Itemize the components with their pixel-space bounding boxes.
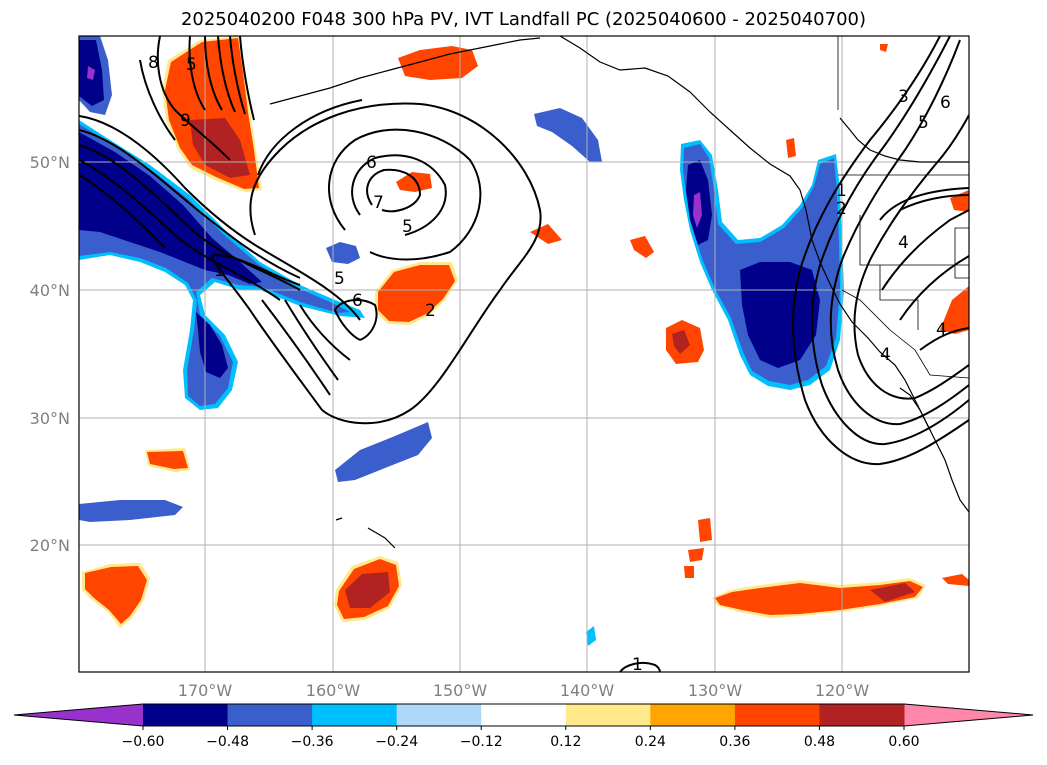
gridlines — [79, 36, 969, 672]
colorbar-extension-min — [14, 704, 143, 726]
contour-label: 5 — [334, 269, 345, 289]
contour-label: 5 — [918, 113, 929, 133]
contour-label: 9 — [180, 111, 191, 131]
colorbar-tick-label: 0.48 — [804, 734, 835, 750]
colorbar — [13, 703, 1034, 727]
colorbar-tick-label: −0.12 — [460, 734, 503, 750]
contour-labels: 8 5 9 6 7 5 1 5 6 2 3 5 6 1 2 4 4 4 1 — [148, 53, 951, 675]
lon-label: 130°W — [688, 681, 743, 700]
colorbar-extension-max — [904, 704, 1033, 726]
contour-label: 4 — [880, 345, 891, 365]
colorbar-segment — [819, 704, 905, 726]
contour-label: 1 — [214, 261, 225, 281]
contour-label: 2 — [836, 199, 847, 219]
contour-label: 8 — [148, 53, 159, 73]
coastlines — [269, 36, 969, 549]
contour-label: 6 — [366, 153, 377, 173]
lon-label: 170°W — [178, 681, 233, 700]
colorbar-tick-label: 0.60 — [888, 734, 919, 750]
lat-label: 20°N — [30, 536, 70, 555]
colorbar-segment — [734, 704, 820, 726]
contour-label: 4 — [898, 233, 909, 253]
contour-label: 1 — [836, 181, 847, 201]
lat-label: 40°N — [30, 281, 70, 300]
contour-label: 4 — [936, 320, 947, 340]
colorbar-segment — [312, 704, 398, 726]
colorbar-segment — [481, 704, 567, 726]
lon-label: 150°W — [433, 681, 488, 700]
lat-label: 30°N — [30, 409, 70, 428]
colorbar-segment — [565, 704, 651, 726]
map-title: 2025040200 F048 300 hPa PV, IVT Landfall… — [180, 9, 867, 30]
colorbar-labels: −0.60 −0.48 −0.36 −0.24 −0.12 0.12 0.24 0.36 0.4… — [122, 726, 920, 750]
contour-label: 5 — [402, 217, 413, 237]
colorbar-tick-label: −0.36 — [291, 734, 334, 750]
colorbar-tick-label: 0.12 — [550, 734, 581, 750]
colorbar-tick-label: 0.24 — [635, 734, 666, 750]
longitude-labels: 170°W 160°W 150°W 140°W 130°W 120°W — [178, 681, 870, 700]
colorbar-tick-label: −0.48 — [206, 734, 249, 750]
colorbar-segment — [396, 704, 482, 726]
contour-label: 1 — [632, 655, 643, 675]
map-frame — [78, 35, 970, 673]
contour-label: 3 — [898, 87, 909, 107]
colorbar-tick-label: −0.60 — [122, 734, 165, 750]
colorbar-tick-label: 0.36 — [719, 734, 750, 750]
pv-contours — [79, 36, 969, 672]
lon-label: 120°W — [815, 681, 870, 700]
contour-label: 7 — [373, 193, 384, 213]
contour-label: 5 — [186, 55, 197, 75]
latitude-labels: 50°N 40°N 30°N 20°N — [30, 153, 70, 555]
colorbar-segment — [143, 704, 229, 726]
contour-label: 2 — [425, 301, 436, 321]
lat-label: 50°N — [30, 153, 70, 172]
colorbar-tick-label: −0.24 — [375, 734, 418, 750]
colorbar-segment — [650, 704, 736, 726]
lon-label: 140°W — [560, 681, 615, 700]
contour-label: 6 — [940, 93, 951, 113]
contour-label: 6 — [352, 291, 363, 311]
lon-label: 160°W — [306, 681, 361, 700]
colorbar-segment — [227, 704, 313, 726]
